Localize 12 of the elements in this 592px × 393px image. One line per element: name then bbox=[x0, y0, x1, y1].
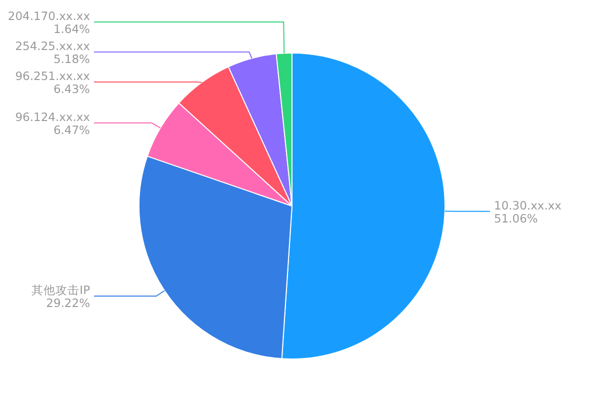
slice-label: 96.251.xx.xx bbox=[15, 69, 90, 83]
slice-label: 10.30.xx.xx bbox=[494, 198, 562, 212]
data-label: 29.22% bbox=[46, 296, 90, 310]
data-label: 1.64% bbox=[53, 22, 90, 36]
data-label: 5.18% bbox=[53, 52, 90, 66]
slice-label: 96.124.xx.xx bbox=[15, 110, 90, 124]
data-label: 51.06% bbox=[494, 211, 538, 226]
slice-label: 254.25.xx.xx bbox=[15, 39, 90, 53]
slice-label: 204.170.xx.xx bbox=[8, 9, 90, 23]
data-label: 6.43% bbox=[53, 82, 90, 96]
data-label: 6.47% bbox=[53, 122, 90, 137]
slice-label: 其他攻击IP bbox=[32, 283, 90, 298]
